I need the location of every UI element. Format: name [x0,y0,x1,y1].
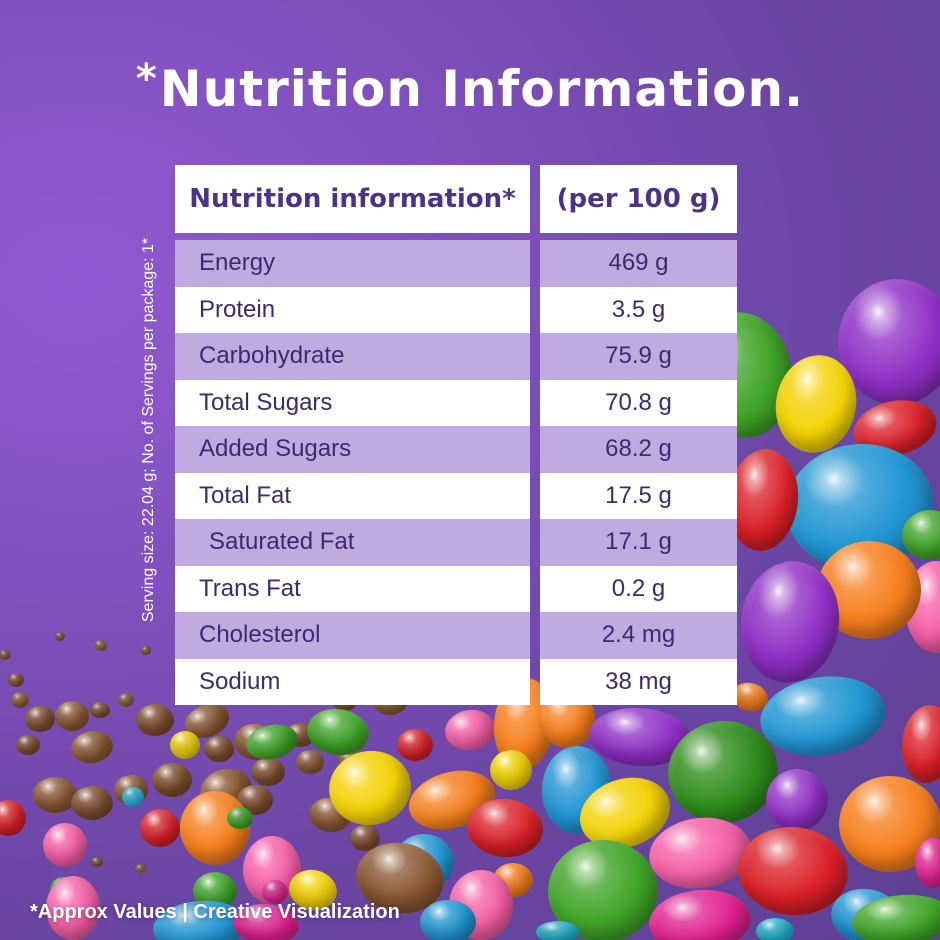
serving-size-note: Serving size: 22.04 g; No. of Servings p… [140,237,157,623]
candy [16,735,40,755]
candy [140,809,180,847]
row-label-added-sugars: Added Sugars [175,426,530,473]
candy [11,692,29,708]
header-col-per-100g: (per 100 g) [540,165,737,233]
row-value-total-fat: 17.5 g [540,472,737,519]
candy [490,750,532,790]
candy [0,650,11,660]
candy [55,631,65,641]
footer-note: *Approx Values | Creative Visualization [30,901,400,923]
candy [170,731,200,759]
candy [33,777,77,813]
table-body: Energy 469 g Protein 3.5 g Carbohydrate 75.9 … [175,240,737,705]
row-value-carbohydrate: 75.9 g [540,333,737,380]
row-column-gap [530,519,540,566]
candy [902,510,940,560]
row-column-gap [530,240,540,287]
candy [25,706,55,732]
row-label-total-fat: Total Fat [175,472,530,519]
candy [755,668,891,764]
candy [93,639,107,651]
candy [68,727,116,767]
row-label-saturated-fat: Saturated Fat [175,519,530,566]
title-text: Nutrition Information. [159,60,805,118]
candy [766,769,828,831]
candy [756,918,794,940]
candy [55,701,89,731]
row-label-energy: Energy [175,240,530,287]
candy [441,705,499,755]
row-column-gap [530,333,540,380]
row-value-cholesterol: 2.4 mg [540,612,737,659]
candy [141,645,151,655]
candy [0,800,26,836]
row-label-cholesterol: Cholesterol [175,612,530,659]
candy [46,876,100,940]
row-label-protein: Protein [175,286,530,333]
row-label-trans-fat: Trans Fat [175,565,530,612]
candy [152,763,192,797]
candy [420,900,476,940]
candy [90,702,110,718]
row-value-protein: 3.5 g [540,286,737,333]
row-value-energy: 469 g [540,240,737,287]
candy [71,786,113,820]
title-asterisk: * [135,56,158,102]
row-column-gap [530,612,540,659]
candy [251,758,285,786]
row-value-saturated-fat: 17.1 g [540,519,737,566]
candy [91,857,103,867]
row-column-gap [530,473,540,520]
candy [134,863,146,873]
row-column-gap [530,566,540,613]
row-label-total-sugars: Total Sugars [175,379,530,426]
row-column-gap [530,426,540,473]
candy [204,736,234,762]
candy [915,838,940,888]
candy [536,921,580,940]
row-value-added-sugars: 68.2 g [540,426,737,473]
candy [118,693,134,707]
candy [8,673,24,687]
candy [262,880,288,904]
candy [227,807,253,829]
row-column-gap [530,659,540,706]
candy [296,750,324,774]
header-col-nutrition: Nutrition information* [175,165,530,233]
candy [397,729,433,761]
row-value-total-sugars: 70.8 g [540,379,737,426]
nutrition-table: Nutrition information* (per 100 g) Energ… [175,165,737,705]
table-header: Nutrition information* (per 100 g) [175,165,737,233]
row-column-gap [530,380,540,427]
candy [136,704,174,736]
row-column-gap [530,287,540,334]
candy [646,885,754,940]
row-value-trans-fat: 0.2 g [540,565,737,612]
row-label-carbohydrate: Carbohydrate [175,333,530,380]
page-title: *Nutrition Information. [0,56,940,118]
candy [43,823,87,867]
candy [122,787,144,807]
candy [898,702,940,786]
candy [838,279,940,405]
row-label-sodium: Sodium [175,658,530,705]
header-column-gap [530,165,540,233]
row-value-sodium: 38 mg [540,658,737,705]
